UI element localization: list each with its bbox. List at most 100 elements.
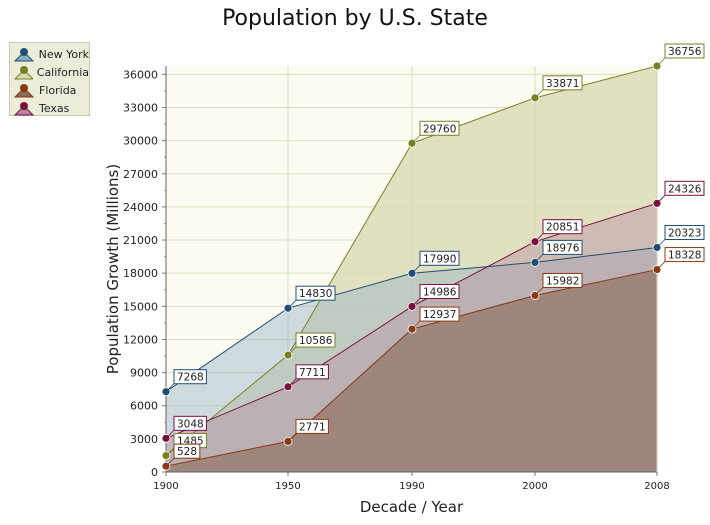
data-label: 33871 xyxy=(546,78,579,90)
data-label-box xyxy=(173,443,201,459)
data-label: 14830 xyxy=(299,288,332,300)
data-label-leader xyxy=(165,430,175,439)
data-label-box xyxy=(664,225,705,241)
data-label-leader xyxy=(287,378,297,388)
data-label-leader xyxy=(534,287,544,296)
data-label: 24326 xyxy=(668,183,702,195)
data-label-leader xyxy=(534,89,544,99)
chart-title: Population by U.S. State xyxy=(222,6,488,31)
legend-item-california: California xyxy=(10,63,89,81)
y-tick-label: 36000 xyxy=(123,68,158,81)
x-tick-label: 1900 xyxy=(153,481,178,492)
data-label: 20851 xyxy=(546,222,579,234)
x-axis-title: Decade / Year xyxy=(360,498,464,516)
legend-item-florida: Florida xyxy=(10,81,89,99)
data-label-box xyxy=(295,285,336,301)
legend-swatch-icon xyxy=(13,102,35,116)
y-tick-label: 6000 xyxy=(130,400,158,413)
data-label-box xyxy=(542,219,583,235)
data-label: 3048 xyxy=(177,418,204,430)
legend-item-texas: Texas xyxy=(10,99,89,117)
data-label: 2771 xyxy=(299,421,326,433)
data-label-box xyxy=(542,272,583,288)
data-label-box xyxy=(173,415,207,431)
data-label-box xyxy=(173,369,207,385)
y-tick-label: 15000 xyxy=(123,300,158,313)
data-label-leader xyxy=(656,261,666,270)
legend-label: Texas xyxy=(39,101,70,115)
y-tick-label: 0 xyxy=(151,466,158,479)
legend: New York California Florida Texas xyxy=(9,42,90,116)
data-label: 18976 xyxy=(546,242,580,254)
data-label-box xyxy=(295,364,329,380)
legend-label: New York xyxy=(38,47,89,61)
data-label: 17990 xyxy=(423,253,456,265)
legend-area-mark xyxy=(13,105,35,116)
data-label: 15982 xyxy=(546,275,579,287)
y-tick-label: 27000 xyxy=(123,168,158,181)
data-label: 12937 xyxy=(423,309,456,321)
data-label: 20323 xyxy=(668,228,701,240)
data-label-leader xyxy=(411,134,421,144)
y-tick-label: 24000 xyxy=(123,201,158,214)
area-florida xyxy=(166,269,657,472)
data-label-box xyxy=(295,332,336,348)
x-tick-label: 2008 xyxy=(644,481,669,492)
legend-item-new-york: New York xyxy=(10,45,89,63)
data-label: 29760 xyxy=(423,123,456,135)
data-label-leader xyxy=(287,299,297,309)
y-tick-label: 12000 xyxy=(123,333,158,346)
y-axis-title: Population Growth (Millions) xyxy=(104,164,122,374)
data-label-box xyxy=(664,180,705,196)
legend-marker xyxy=(20,48,28,56)
legend-swatch-icon xyxy=(13,84,35,98)
legend-area-mark xyxy=(13,51,35,62)
data-label-box xyxy=(664,247,705,263)
y-tick-label: 3000 xyxy=(130,433,158,446)
legend-marker xyxy=(20,84,28,92)
data-label-box xyxy=(542,75,583,91)
legend-marker xyxy=(20,66,28,74)
y-tick-label: 33000 xyxy=(123,101,158,114)
data-label-leader xyxy=(165,383,175,393)
legend-swatch-icon xyxy=(13,48,35,62)
data-label: 36756 xyxy=(668,46,702,58)
x-tick-label: 2000 xyxy=(522,481,547,492)
legend-area-mark xyxy=(13,87,35,98)
data-label-leader xyxy=(411,298,421,307)
data-label-leader xyxy=(656,239,666,248)
legend-label: Florida xyxy=(39,83,77,97)
data-label: 18328 xyxy=(668,250,701,262)
legend-label: California xyxy=(36,65,89,79)
data-label-box xyxy=(419,120,460,136)
data-label-leader xyxy=(411,265,421,274)
x-tick-label: 1990 xyxy=(399,481,424,492)
y-tick-label: 21000 xyxy=(123,234,158,247)
data-label-leader xyxy=(165,447,175,456)
data-label-box xyxy=(419,306,460,322)
legend-area-mark xyxy=(13,69,33,80)
data-label-leader xyxy=(165,457,175,467)
y-tick-label: 18000 xyxy=(123,267,158,280)
data-label-leader xyxy=(534,233,544,242)
data-label-box xyxy=(419,283,460,299)
data-label-leader xyxy=(411,320,421,330)
data-label-box xyxy=(419,250,460,266)
y-tick-label: 30000 xyxy=(123,135,158,148)
data-label-leader xyxy=(287,433,297,442)
data-label: 10586 xyxy=(299,335,333,347)
y-tick-label: 9000 xyxy=(130,367,158,380)
data-label-leader xyxy=(534,254,544,263)
data-label: 7711 xyxy=(299,367,326,379)
x-tick-label: 1950 xyxy=(275,481,300,492)
data-label: 528 xyxy=(177,446,197,458)
data-label-leader xyxy=(287,346,297,356)
data-label-box xyxy=(542,239,583,255)
data-label-leader xyxy=(656,57,666,67)
data-label-box xyxy=(295,418,329,434)
data-label: 14986 xyxy=(423,286,457,298)
data-label-leader xyxy=(656,195,666,204)
legend-swatch-icon xyxy=(13,66,33,80)
